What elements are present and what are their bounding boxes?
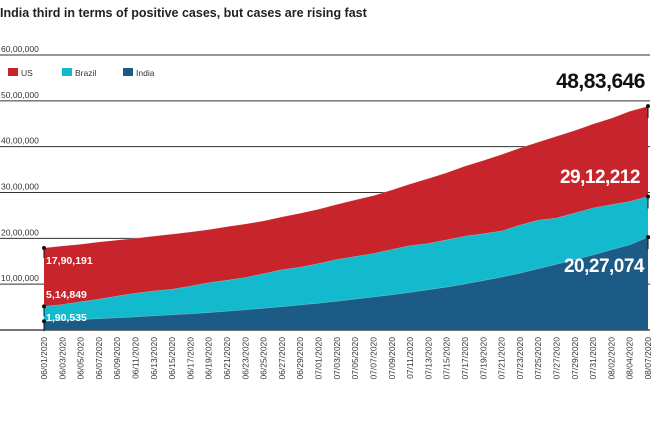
y-tick-label-3: 30,00,000 xyxy=(1,182,39,192)
legend-swatch-brazil xyxy=(62,68,72,76)
y-tick-label-2: 20,00,000 xyxy=(1,227,39,237)
start-label-india: 1,90,535 xyxy=(46,312,87,324)
x-tick-label-12: 06/25/2020 xyxy=(259,337,269,380)
x-tick-label-29: 07/29/2020 xyxy=(570,337,580,380)
legend-swatch-us xyxy=(8,68,18,76)
area-india xyxy=(44,237,648,330)
x-tick-label-2: 06/05/2020 xyxy=(76,337,86,380)
x-tick-label-24: 07/19/2020 xyxy=(478,337,488,380)
chart-title: India third in terms of positive cases, … xyxy=(0,6,367,20)
x-tick-label-31: 08/02/2020 xyxy=(606,337,616,380)
x-tick-label-33: 08/07/2020 xyxy=(643,337,653,380)
x-tick-label-17: 07/05/2020 xyxy=(350,337,360,380)
y-tick-label-4: 40,00,000 xyxy=(1,136,39,146)
x-tick-label-26: 07/23/2020 xyxy=(515,337,525,380)
y-tick-label-1: 10,00,000 xyxy=(1,273,39,283)
x-tick-label-6: 06/13/2020 xyxy=(149,337,159,380)
legend-label-us: US xyxy=(21,68,33,78)
x-tick-label-22: 07/15/2020 xyxy=(442,337,452,380)
line-brazil xyxy=(43,196,649,307)
x-tick-label-23: 07/17/2020 xyxy=(460,337,470,380)
x-tick-label-18: 07/07/2020 xyxy=(369,337,379,380)
x-tick-label-16: 07/03/2020 xyxy=(332,337,342,380)
start-point-brazil xyxy=(42,304,46,309)
end-point-us xyxy=(646,104,650,109)
x-tick-label-13: 06/27/2020 xyxy=(277,337,287,380)
x-tick-label-8: 06/17/2020 xyxy=(185,337,195,380)
x-tick-label-7: 06/15/2020 xyxy=(167,337,177,380)
x-tick-label-0: 06/01/2020 xyxy=(39,337,49,380)
x-tick-label-14: 06/29/2020 xyxy=(295,337,305,380)
x-tick-label-27: 07/25/2020 xyxy=(533,337,543,380)
x-tick-label-19: 07/09/2020 xyxy=(387,337,397,380)
start-label-us: 17,90,191 xyxy=(46,255,93,267)
legend-label-india: India xyxy=(136,68,155,78)
start-point-us xyxy=(42,245,46,250)
x-tick-label-4: 06/09/2020 xyxy=(112,337,122,380)
end-label-india: 20,27,074 xyxy=(564,256,645,277)
start-point-india xyxy=(42,319,46,324)
start-label-brazil: 5,14,849 xyxy=(46,289,87,301)
x-tick-label-9: 06/19/2020 xyxy=(204,337,214,380)
x-tick-label-25: 07/21/2020 xyxy=(497,337,507,380)
legend-swatch-india xyxy=(123,68,133,76)
legend-label-brazil: Brazil xyxy=(75,68,96,78)
line-us xyxy=(43,105,649,249)
line-india xyxy=(43,236,649,322)
end-point-brazil xyxy=(646,194,650,199)
x-tick-label-5: 06/11/2020 xyxy=(131,337,141,379)
x-tick-label-30: 07/31/2020 xyxy=(588,337,598,380)
x-tick-label-21: 07/13/2020 xyxy=(423,337,433,380)
y-tick-label-6: 60,00,000 xyxy=(1,44,39,54)
x-tick-label-20: 07/11/2020 xyxy=(405,337,415,379)
x-tick-label-3: 06/07/2020 xyxy=(94,337,104,380)
end-label-brazil: 29,12,212 xyxy=(560,167,640,188)
x-tick-label-28: 07/27/2020 xyxy=(552,337,562,380)
x-tick-label-10: 06/21/2020 xyxy=(222,337,232,380)
end-point-india xyxy=(646,235,650,240)
x-tick-label-11: 06/23/2020 xyxy=(240,337,250,380)
x-tick-label-1: 06/03/2020 xyxy=(57,337,67,380)
x-tick-label-15: 07/01/2020 xyxy=(314,337,324,380)
end-label-us: 48,83,646 xyxy=(556,70,645,93)
x-tick-label-32: 08/04/2020 xyxy=(625,337,635,380)
y-tick-label-5: 50,00,000 xyxy=(1,90,39,100)
